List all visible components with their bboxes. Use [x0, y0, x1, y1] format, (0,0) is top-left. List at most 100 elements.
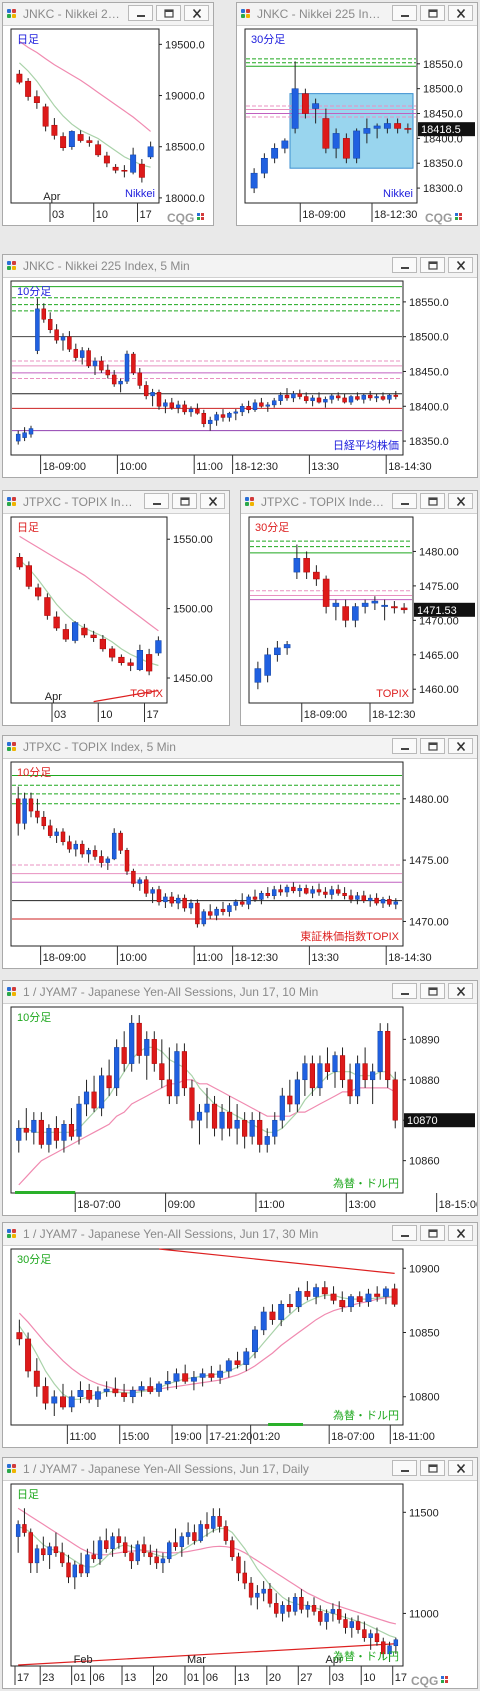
- candle: [189, 1079, 195, 1129]
- close-button[interactable]: [448, 738, 473, 754]
- y-tick-label: 18450.0: [423, 109, 463, 121]
- candle: [23, 1108, 29, 1141]
- chart-nikkei-30min[interactable]: 18300.0 18350.0 18400.0 18450.0 18500.0 18550…: [237, 26, 477, 225]
- candle: [246, 400, 251, 414]
- close-button[interactable]: [448, 257, 473, 273]
- candle: [382, 1286, 389, 1305]
- candle-body: [181, 1051, 187, 1089]
- candle: [310, 395, 315, 407]
- maximize-button[interactable]: [156, 5, 181, 21]
- candle: [92, 357, 98, 375]
- candle: [31, 1112, 37, 1145]
- candle-body: [257, 1119, 263, 1145]
- chart-window-topix-30min[interactable]: JTPXC - TOPIX Index, 30 Min 1460.00 1465.…: [240, 490, 478, 726]
- candle-body: [38, 1119, 44, 1145]
- close-button[interactable]: [448, 493, 473, 509]
- chart-topix-daily[interactable]: 1450.00 1500.00 1550.00 03 10 17 Apr 日足 TOPIX: [3, 514, 229, 725]
- minimize-button[interactable]: [392, 1460, 417, 1476]
- window-titlebar[interactable]: JTPXC - TOPIX Index, Daily: [3, 491, 229, 514]
- chart-window-nikkei-5min[interactable]: JNKC - Nikkei 225 Index, 5 Min 18350.0 18…: [2, 254, 478, 478]
- candle: [54, 324, 59, 344]
- window-titlebar[interactable]: JTPXC - TOPIX Index, 30 Min: [241, 491, 477, 514]
- minimize-button[interactable]: [392, 738, 417, 754]
- candle: [91, 1540, 96, 1563]
- chart-window-yen-daily[interactable]: 1 / JYAM7 - Japanese Yen-All Sessions, J…: [2, 1457, 478, 1689]
- close-button[interactable]: [448, 1460, 473, 1476]
- chart-window-topix-daily[interactable]: JTPXC - TOPIX Index, Daily 1450.00 1500.0…: [2, 490, 230, 726]
- chart-window-nikkei-30min[interactable]: JNKC - Nikkei 225 Index, 30 Min 18300.01…: [236, 2, 478, 226]
- x-tick-label: 15:00: [122, 1431, 150, 1443]
- maximize-button[interactable]: [420, 1225, 445, 1241]
- candle-body: [348, 396, 354, 403]
- candle-body: [246, 406, 251, 411]
- chart-yen-10min[interactable]: 108601087010880108901087018-07:0009:0011…: [3, 1004, 477, 1215]
- maximize-button[interactable]: [420, 1460, 445, 1476]
- chart-yen-daily[interactable]: 11000 11500 17 23 01 06 13 20 01 06 13 20 27 03 10 17 Fe…: [3, 1481, 477, 1688]
- candle-body: [192, 1532, 197, 1541]
- candle: [227, 903, 232, 917]
- close-button[interactable]: [184, 5, 209, 21]
- minimize-button[interactable]: [144, 493, 169, 509]
- candle: [317, 1055, 323, 1096]
- candle-body: [41, 1548, 46, 1556]
- candle-body: [72, 1564, 78, 1578]
- y-tick-label: 18350.0: [423, 158, 463, 170]
- maximize-button[interactable]: [420, 257, 445, 273]
- candle-body: [316, 889, 322, 893]
- candle: [318, 1605, 323, 1626]
- candle: [272, 1112, 278, 1145]
- window-titlebar[interactable]: JTPXC - TOPIX Index, 5 Min: [3, 736, 477, 759]
- maximize-button[interactable]: [420, 5, 445, 21]
- candle: [131, 351, 136, 375]
- minimize-button[interactable]: [392, 983, 417, 999]
- chart-yen-30min[interactable]: 10800 10850 10900 11:00 15:00 19:00 17-21:20 01…: [3, 1246, 477, 1447]
- close-button[interactable]: [200, 493, 225, 509]
- window-titlebar[interactable]: 1 / JYAM7 - Japanese Yen-All Sessions, J…: [3, 981, 477, 1004]
- candle-body: [118, 832, 123, 851]
- close-button[interactable]: [448, 5, 473, 21]
- chart-window-yen-30min[interactable]: 1 / JYAM7 - Japanese Yen-All Sessions, J…: [2, 1222, 478, 1448]
- minimize-button[interactable]: [392, 493, 417, 509]
- close-icon: [208, 497, 218, 506]
- maximize-button[interactable]: [420, 493, 445, 509]
- chart-nikkei-5min[interactable]: 18350.0 18400.0 18450.0 18500.0 18550.0 18-09…: [3, 278, 477, 477]
- candle-body: [182, 404, 187, 413]
- maximize-button[interactable]: [172, 493, 197, 509]
- candle-body: [294, 1079, 300, 1105]
- chart-topix-30min[interactable]: 1460.00 1465.00 1470.00 1475.00 1480.00 1471.…: [241, 514, 477, 725]
- candle: [316, 883, 322, 896]
- candle-body: [347, 1079, 353, 1097]
- minimize-button[interactable]: [392, 5, 417, 21]
- maximize-button[interactable]: [420, 738, 445, 754]
- candle: [60, 333, 66, 351]
- close-button[interactable]: [448, 1225, 473, 1241]
- chart-topix-5min[interactable]: 1470.00 1475.00 1480.00 18-09:00 10:00 11:00 1…: [3, 759, 477, 968]
- close-button[interactable]: [448, 983, 473, 999]
- window-titlebar[interactable]: JNKC - Nikkei 225 Index, Daily: [3, 3, 213, 26]
- candle: [374, 393, 379, 403]
- minimize-button[interactable]: [392, 257, 417, 273]
- candle: [284, 388, 290, 401]
- cqg-logo-square: [455, 217, 458, 220]
- minimize-button[interactable]: [128, 5, 153, 21]
- maximize-icon: [428, 1464, 438, 1473]
- minimize-button[interactable]: [392, 1225, 417, 1241]
- candle-body: [150, 392, 155, 397]
- candle-body: [267, 1588, 273, 1604]
- chart-window-topix-5min[interactable]: JTPXC - TOPIX Index, 5 Min 1470.00 1475.0…: [2, 735, 478, 969]
- cqg-logo-square: [459, 217, 462, 220]
- candle-body: [393, 394, 399, 397]
- chart-window-yen-10min[interactable]: 1 / JYAM7 - Japanese Yen-All Sessions, J…: [2, 980, 478, 1216]
- window-titlebar[interactable]: JNKC - Nikkei 225 Index, 30 Min: [237, 3, 477, 26]
- window-titlebar[interactable]: JNKC - Nikkei 225 Index, 5 Min: [3, 255, 477, 278]
- window-titlebar[interactable]: 1 / JYAM7 - Japanese Yen-All Sessions, J…: [3, 1458, 477, 1481]
- candle-body: [318, 1611, 323, 1622]
- chart-nikkei-daily[interactable]: 18000.0 18500.0 19000.0 19500.0 03 10 17 Apr 日足 N…: [3, 26, 213, 225]
- candle: [313, 1283, 320, 1305]
- candle-body: [68, 1396, 75, 1408]
- maximize-button[interactable]: [420, 983, 445, 999]
- candle-body: [144, 1039, 150, 1056]
- window-titlebar[interactable]: 1 / JYAM7 - Japanese Yen-All Sessions, J…: [3, 1223, 477, 1246]
- chart-window-nikkei-daily[interactable]: JNKC - Nikkei 225 Index, Daily 18000.018…: [2, 2, 214, 226]
- candle: [182, 894, 187, 912]
